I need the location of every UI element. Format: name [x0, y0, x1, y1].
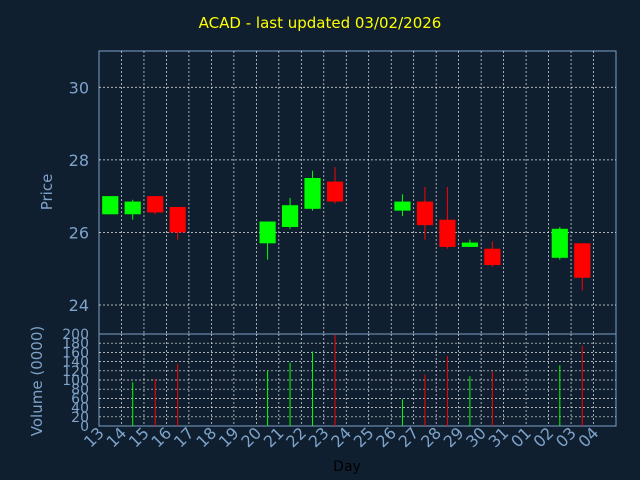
- candle-body: [394, 201, 411, 211]
- volume-tick-label: 120: [62, 364, 89, 380]
- volume-tick-label: 100: [62, 373, 89, 389]
- candle-body: [551, 228, 568, 258]
- candle-body: [169, 207, 186, 233]
- candle-body: [147, 196, 164, 213]
- candle-body: [259, 221, 276, 244]
- candle-body: [124, 201, 141, 215]
- volume-tick-label: 160: [62, 345, 89, 361]
- candle-body: [281, 205, 299, 227]
- candle: [439, 187, 456, 249]
- candle: [102, 196, 119, 215]
- candle-body: [461, 242, 478, 247]
- price-y-ticks: 24 26 28 30: [69, 78, 89, 315]
- candle: [124, 199, 141, 220]
- x-tick-label: 04: [575, 423, 603, 451]
- candle: [551, 226, 568, 260]
- volume-bars: [132, 334, 583, 426]
- x-axis-ticks: 1314151617181920212223242526272829303101…: [80, 423, 602, 451]
- candle: [484, 241, 501, 267]
- price-tick-label: 28: [69, 151, 89, 170]
- candle-body: [439, 219, 456, 247]
- volume-tick-label: 0: [80, 419, 89, 435]
- candle: [259, 221, 276, 260]
- volume-tick-label: 60: [71, 391, 89, 407]
- price-panel: 24 26 28 30 Price: [38, 50, 617, 335]
- candle-body: [304, 177, 321, 209]
- candle: [169, 207, 186, 240]
- candle: [281, 197, 299, 229]
- candle-body: [574, 243, 591, 278]
- price-tick-label: 26: [69, 223, 89, 242]
- volume-tick-label: 80: [71, 382, 89, 398]
- candle: [461, 239, 478, 247]
- candle-body: [484, 248, 501, 266]
- candles: [102, 167, 591, 291]
- candle-body: [416, 201, 434, 226]
- volume-gridlines: [99, 334, 616, 426]
- candle: [326, 167, 344, 204]
- volume-tick-label: 20: [71, 410, 89, 426]
- price-gridlines: [99, 51, 616, 334]
- price-plot-frame: [98, 50, 617, 335]
- x-axis-label: Day: [333, 459, 361, 475]
- price-tick-label: 24: [69, 296, 89, 315]
- candle-body: [102, 196, 119, 215]
- volume-tick-label: 200: [62, 327, 89, 343]
- candle-body: [326, 181, 344, 202]
- volume-tick-label: 180: [62, 336, 89, 352]
- price-axis-label: Price: [38, 174, 56, 211]
- volume-axis-label: Volume (0000): [28, 326, 46, 436]
- candle: [304, 170, 321, 211]
- chart-title: ACAD - last updated 03/02/2026: [198, 14, 442, 32]
- candle: [416, 187, 434, 240]
- volume-tick-label: 140: [62, 355, 89, 371]
- candle: [147, 196, 164, 215]
- volume-tick-label: 40: [71, 401, 89, 417]
- candle: [394, 194, 411, 217]
- price-tick-label: 30: [69, 78, 89, 97]
- candle: [574, 243, 591, 291]
